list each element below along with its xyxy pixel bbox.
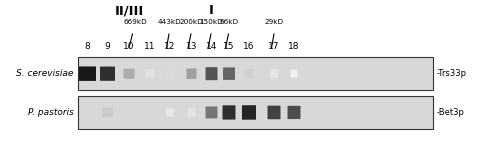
Text: 11: 11: [144, 42, 156, 51]
FancyBboxPatch shape: [206, 67, 218, 80]
Text: 8: 8: [84, 42, 90, 51]
Text: -Bet3p: -Bet3p: [436, 108, 464, 117]
FancyBboxPatch shape: [290, 70, 298, 78]
Text: P. pastoris: P. pastoris: [28, 108, 74, 117]
Text: 15: 15: [223, 42, 235, 51]
Text: 14: 14: [206, 42, 217, 51]
FancyBboxPatch shape: [102, 108, 113, 117]
FancyBboxPatch shape: [206, 106, 218, 118]
FancyBboxPatch shape: [166, 69, 174, 78]
Text: I: I: [209, 4, 214, 17]
Text: 10: 10: [123, 42, 135, 51]
FancyBboxPatch shape: [188, 108, 196, 117]
FancyBboxPatch shape: [242, 105, 256, 120]
FancyBboxPatch shape: [186, 68, 196, 79]
Text: 12: 12: [164, 42, 175, 51]
FancyBboxPatch shape: [288, 106, 300, 119]
FancyBboxPatch shape: [146, 70, 154, 78]
Text: 18: 18: [288, 42, 300, 51]
FancyBboxPatch shape: [270, 70, 278, 78]
FancyBboxPatch shape: [222, 105, 235, 120]
FancyBboxPatch shape: [268, 106, 280, 119]
Text: 443kD: 443kD: [158, 19, 182, 25]
Text: 200kD: 200kD: [180, 19, 204, 25]
FancyBboxPatch shape: [124, 69, 134, 79]
Text: S. cerevisiae: S. cerevisiae: [16, 69, 74, 78]
Text: 17: 17: [268, 42, 280, 51]
Text: 669kD: 669kD: [123, 19, 147, 25]
Text: 29kD: 29kD: [264, 19, 283, 25]
FancyBboxPatch shape: [223, 67, 235, 80]
Bar: [78, 96, 432, 129]
FancyBboxPatch shape: [100, 67, 115, 81]
Text: -Trs33p: -Trs33p: [436, 69, 466, 78]
Text: 66kD: 66kD: [220, 19, 238, 25]
Text: 9: 9: [104, 42, 110, 51]
Text: 16: 16: [243, 42, 255, 51]
FancyBboxPatch shape: [244, 69, 254, 78]
FancyBboxPatch shape: [124, 108, 134, 117]
Text: 13: 13: [186, 42, 197, 51]
FancyBboxPatch shape: [79, 66, 96, 81]
FancyBboxPatch shape: [166, 108, 174, 117]
Text: II/III: II/III: [114, 4, 144, 17]
Text: 150kD: 150kD: [200, 19, 224, 25]
Bar: [78, 57, 432, 90]
